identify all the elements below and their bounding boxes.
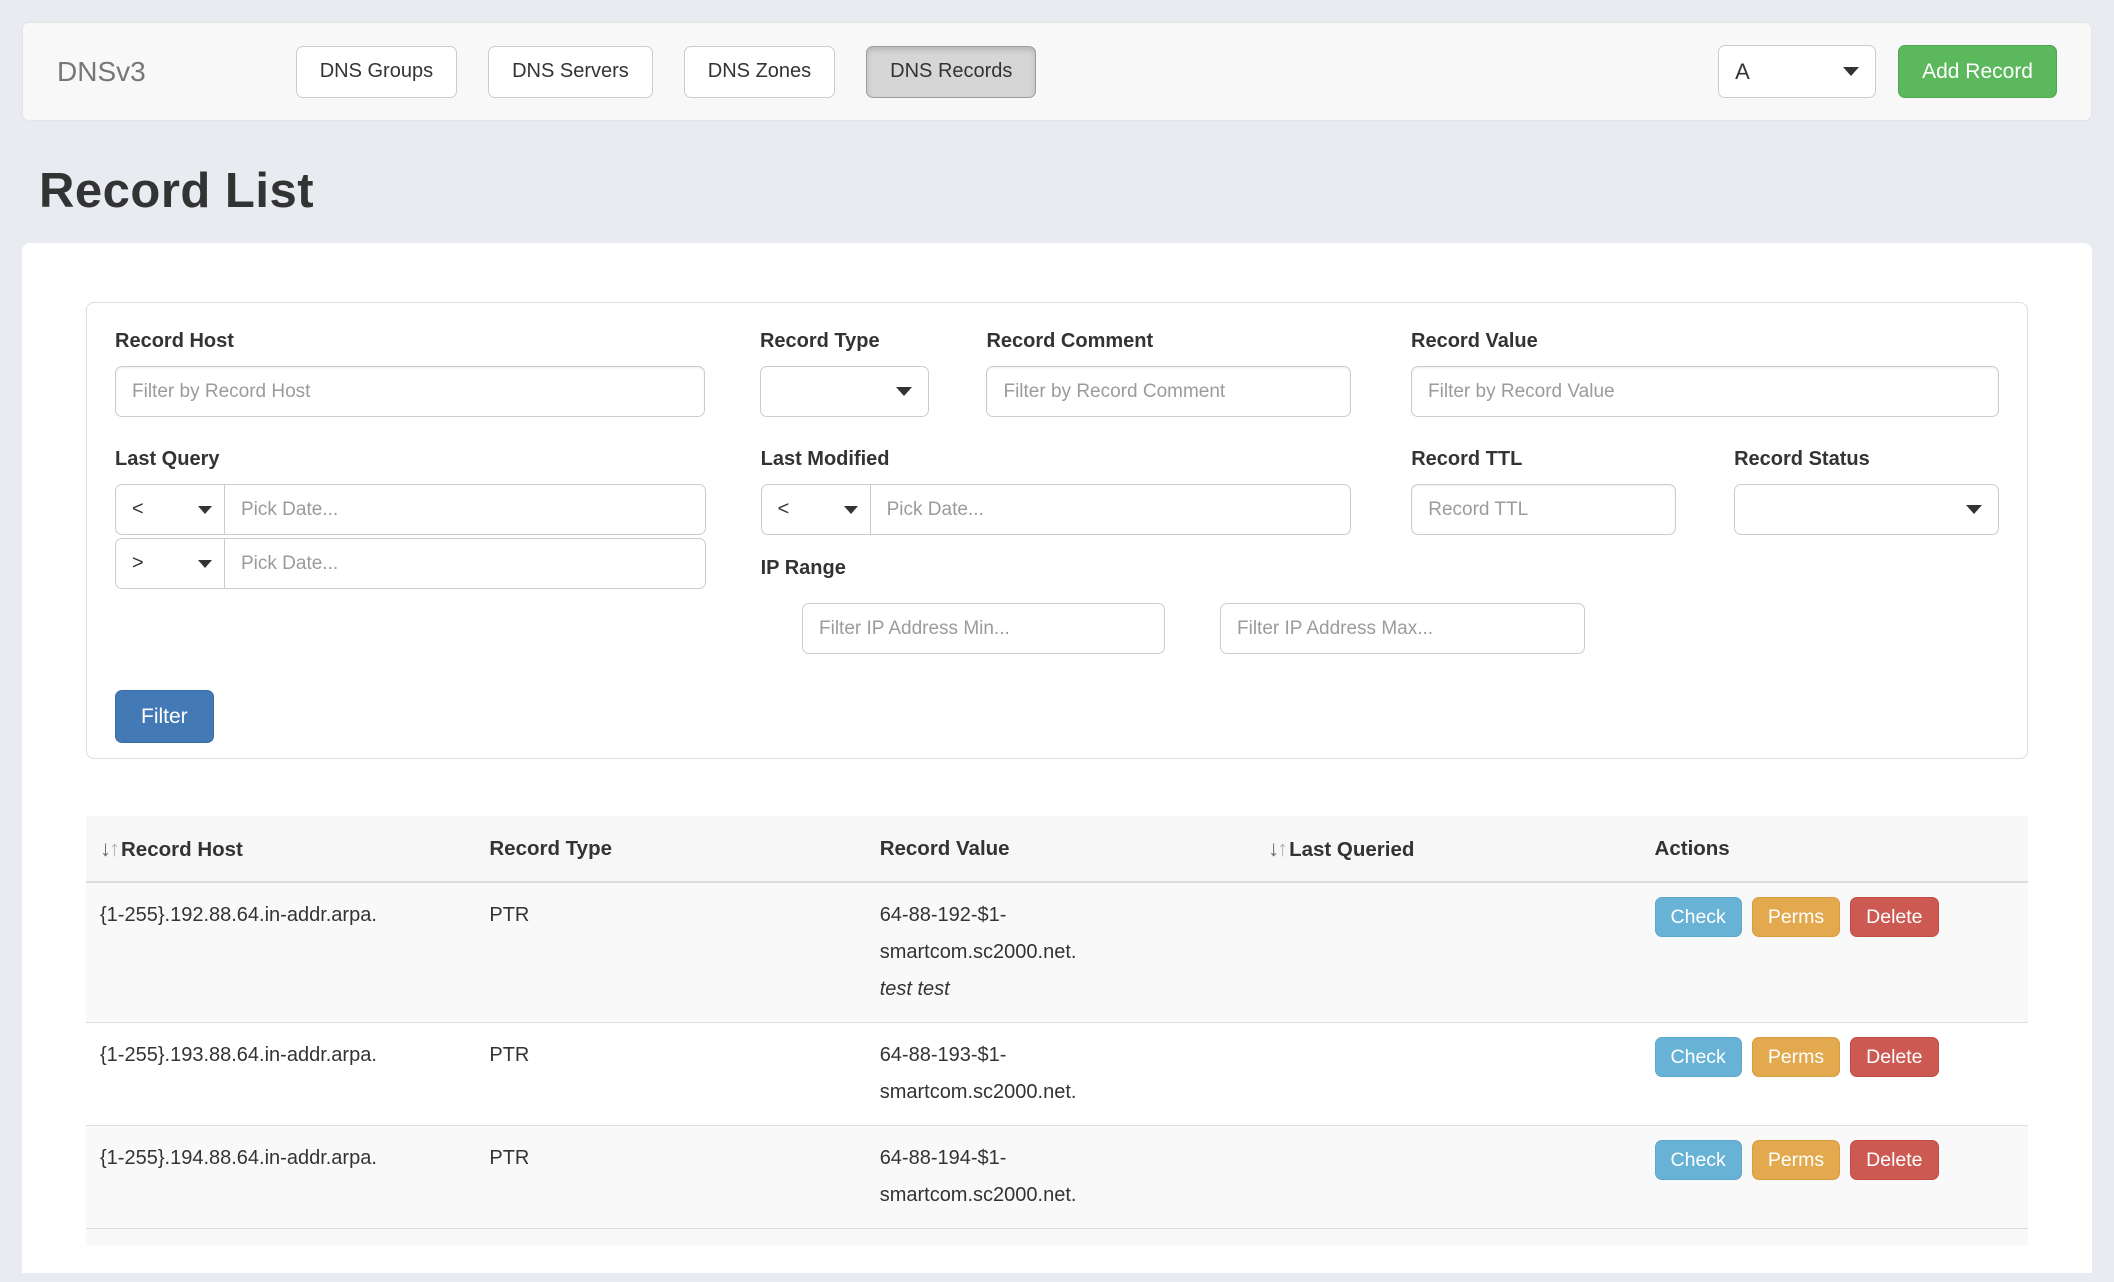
record-type-cell: PTR [489, 904, 530, 926]
filter-card: Record Host Record Type Record Comment R… [86, 302, 2028, 759]
table-header-row: ↓↑ Record Host Record Type Record Value ↓… [86, 816, 2028, 883]
page-title: Record List [39, 164, 315, 218]
table-row: {1-255}.193.88.64.in-addr.arpa. PTR 64-88-… [86, 1023, 2028, 1126]
ip-address-max-input[interactable] [1220, 603, 1585, 654]
ip-range-inputs [802, 603, 1999, 654]
record-value-text: 64-88-194-$1-smartcom.sc2000.net. [879, 1147, 1077, 1206]
last-queried-cell [1254, 1023, 1640, 1125]
record-type-select-value: A [1735, 58, 1750, 84]
record-status-select[interactable] [1734, 484, 1999, 535]
record-ttl-input[interactable] [1411, 484, 1677, 535]
actions-cell: Check Perms Delete [1641, 883, 2028, 1022]
ip-address-min-input[interactable] [802, 603, 1165, 654]
record-status-label: Record Status [1734, 448, 1870, 470]
record-comment-text: test test [879, 978, 950, 1000]
last-modified-label: Last Modified [760, 448, 890, 470]
record-value-cell: 64-88-193-$1-smartcom.sc2000.net. [866, 1023, 1254, 1125]
last-query-date-before-input[interactable] [224, 484, 706, 535]
record-comment-input[interactable] [986, 366, 1352, 417]
column-header-record-type: Record Type [489, 837, 613, 860]
record-type-select[interactable]: A [1718, 45, 1877, 98]
table-row-partial [86, 1229, 2028, 1246]
app-brand: DNSv3 [57, 55, 146, 87]
table-row: {1-255}.192.88.64.in-addr.arpa. PTR 64-88-… [86, 883, 2028, 1023]
sort-icon[interactable]: ↓↑ [100, 836, 120, 861]
perms-button[interactable]: Perms [1751, 1140, 1841, 1180]
column-header-record-host[interactable]: ↓↑ Record Host [100, 836, 243, 861]
ip-range-label: IP Range [760, 557, 846, 579]
sort-icon[interactable]: ↓↑ [1268, 836, 1288, 861]
record-host-cell: {1-255}.193.88.64.in-addr.arpa. [100, 1044, 377, 1066]
last-query-label: Last Query [115, 448, 220, 470]
last-modified-operator-select[interactable]: < [760, 484, 871, 535]
delete-button[interactable]: Delete [1850, 1037, 1939, 1077]
record-host-input[interactable] [115, 366, 705, 417]
main-panel: Record Host Record Type Record Comment R… [22, 243, 2092, 1273]
filter-row-2: Last Query < > Last Modif [115, 448, 1999, 589]
record-host-cell: {1-255}.194.88.64.in-addr.arpa. [100, 1147, 377, 1169]
record-value-text: 64-88-192-$1-smartcom.sc2000.net. [879, 904, 1077, 963]
delete-button[interactable]: Delete [1850, 1140, 1939, 1180]
last-modified-date-input[interactable] [869, 484, 1352, 535]
record-value-input[interactable] [1411, 366, 1999, 417]
chevron-down-icon [896, 387, 913, 396]
records-table: ↓↑ Record Host Record Type Record Value ↓… [86, 816, 2028, 1246]
nav-tab-dns-zones[interactable]: DNS Zones [683, 45, 836, 98]
last-query-operator-gt-select[interactable]: > [115, 538, 225, 589]
navbar-right-group: A Add Record [1718, 45, 2057, 98]
column-header-record-value: Record Value [879, 837, 1010, 860]
record-value-label: Record Value [1411, 330, 1538, 352]
record-value-cell: 64-88-194-$1-smartcom.sc2000.net. [866, 1126, 1254, 1228]
column-header-actions: Actions [1654, 837, 1730, 860]
record-type-cell: PTR [489, 1044, 530, 1066]
last-query-operator-lt-select[interactable]: < [115, 484, 225, 535]
perms-button[interactable]: Perms [1751, 1037, 1841, 1077]
last-queried-cell [1254, 883, 1640, 1022]
ip-range-block: IP Range [761, 557, 1352, 580]
actions-cell: Check Perms Delete [1641, 1023, 2028, 1125]
add-record-button[interactable]: Add Record [1898, 45, 2057, 98]
operator-value: < [777, 498, 790, 520]
last-query-date-after-input[interactable] [224, 538, 706, 589]
chevron-down-icon [1843, 67, 1860, 76]
check-button[interactable]: Check [1654, 1037, 1742, 1077]
record-value-text: 64-88-193-$1-smartcom.sc2000.net. [879, 1044, 1077, 1103]
check-button[interactable]: Check [1654, 1140, 1742, 1180]
record-type-cell: PTR [489, 1147, 530, 1169]
last-queried-cell [1254, 1126, 1640, 1228]
check-button[interactable]: Check [1654, 897, 1742, 937]
record-ttl-label: Record TTL [1411, 448, 1523, 470]
delete-button[interactable]: Delete [1850, 897, 1939, 937]
record-comment-label: Record Comment [986, 330, 1154, 352]
chevron-down-icon [198, 559, 212, 568]
chevron-down-icon [1966, 505, 1982, 514]
record-value-cell: 64-88-192-$1-smartcom.sc2000.net. test te… [866, 883, 1254, 1022]
nav-tab-dns-servers[interactable]: DNS Servers [488, 45, 653, 98]
chevron-down-icon [198, 505, 212, 514]
record-type-label: Record Type [759, 330, 880, 352]
perms-button[interactable]: Perms [1751, 897, 1841, 937]
filter-row-1: Record Host Record Type Record Comment R… [115, 330, 1999, 417]
filter-submit-button[interactable]: Filter [115, 690, 214, 743]
chevron-down-icon [843, 505, 858, 514]
top-navbar: DNSv3 DNS Groups DNS Servers DNS Zones D… [22, 22, 2092, 121]
operator-value: < [132, 498, 144, 520]
table-row: {1-255}.194.88.64.in-addr.arpa. PTR 64-88-… [86, 1126, 2028, 1229]
nav-tab-dns-records[interactable]: DNS Records [866, 45, 1037, 98]
record-type-filter-select[interactable] [759, 366, 930, 417]
actions-cell: Check Perms Delete [1641, 1126, 2028, 1228]
column-header-last-queried[interactable]: ↓↑ Last Queried [1268, 836, 1415, 861]
nav-tab-dns-groups[interactable]: DNS Groups [295, 45, 458, 98]
operator-value: > [132, 552, 144, 574]
record-host-label: Record Host [115, 330, 234, 352]
record-host-cell: {1-255}.192.88.64.in-addr.arpa. [100, 904, 377, 926]
table-body: {1-255}.192.88.64.in-addr.arpa. PTR 64-88-… [86, 883, 2028, 1229]
